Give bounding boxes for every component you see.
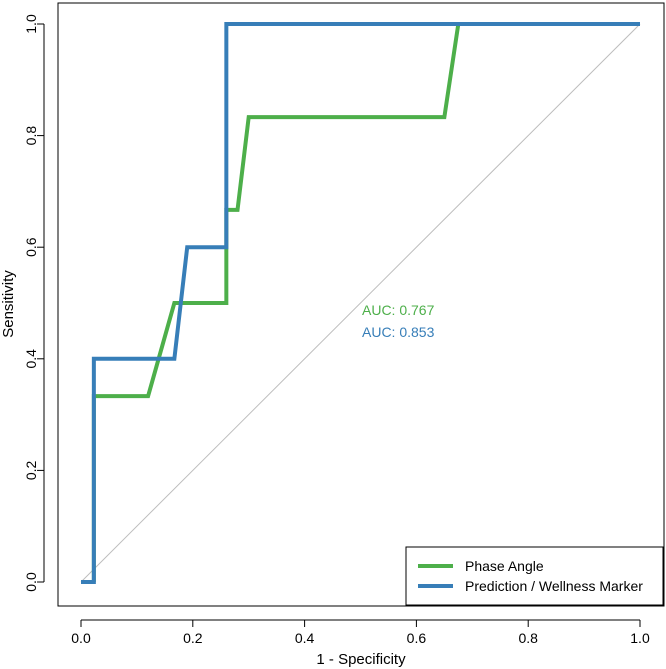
plot-frame [57,2,665,607]
axes-layer: 0.0 0.2 0.4 0.6 0.8 1.0 0.0 0.2 0.4 0.6 0.8 1.0 [23,14,650,646]
legend-label-prediction: Prediction / Wellness Marker [465,578,643,594]
auc-label-prediction: AUC: 0.853 [362,324,435,340]
x-tick-label: 0.6 [407,630,427,646]
reference-line-layer [80,23,641,583]
x-tick-label: 1.0 [630,630,650,646]
legend-label-phase-angle: Phase Angle [465,558,544,574]
x-tick-label: 0.4 [295,630,315,646]
x-tick-label: 0.2 [183,630,203,646]
auc-label-phase-angle: AUC: 0.767 [362,302,435,318]
y-tick-label: 0.0 [23,572,39,592]
legend: Phase Angle Prediction / Wellness Marker [405,546,664,606]
x-axis-title: 1 - Specificity [316,651,406,668]
reference-diagonal [80,23,641,583]
legend-box [405,546,664,606]
y-tick-label: 0.2 [23,460,39,480]
y-tick-label: 0.4 [23,349,39,369]
series-layer [81,22,640,584]
y-axis-title: Sensitivity [0,270,17,338]
series-line-prediction [81,22,640,584]
y-tick-label: 0.8 [23,126,39,146]
y-tick-label: 1.0 [23,14,39,34]
x-tick-label: 0.0 [71,630,91,646]
y-tick-label: 0.6 [23,237,39,257]
x-tick-label: 0.8 [518,630,538,646]
